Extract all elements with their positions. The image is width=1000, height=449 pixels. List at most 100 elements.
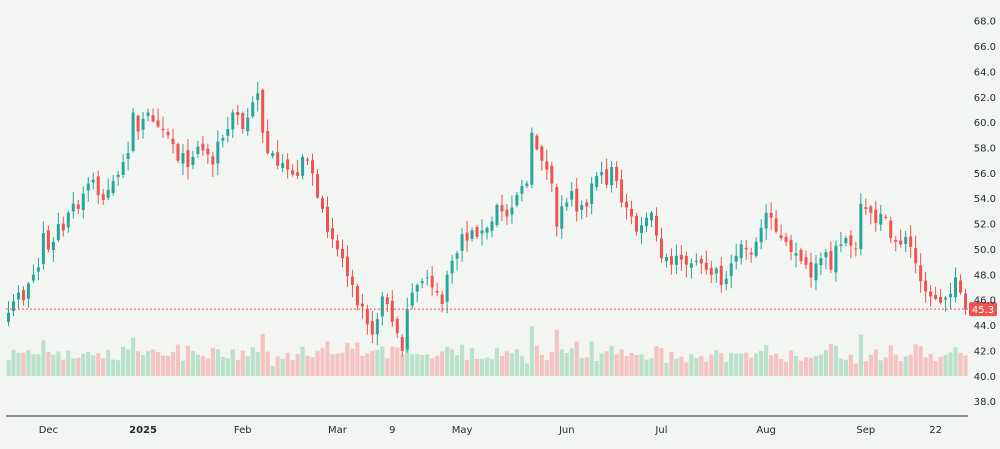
volume-bar <box>888 345 893 376</box>
candle-body <box>66 212 70 228</box>
candle-body <box>939 296 943 303</box>
time-tick-label: May <box>452 425 473 436</box>
candle-body <box>176 144 180 161</box>
price-tick-label: 60.0 <box>974 118 996 129</box>
candle-body <box>814 263 818 281</box>
candle-body <box>460 234 464 251</box>
candle-body <box>520 186 524 194</box>
volume-bar <box>270 365 275 376</box>
candle-body <box>360 303 364 307</box>
volume-bar <box>639 354 644 376</box>
volume-bar <box>126 349 131 376</box>
time-tick-label: Jul <box>654 425 667 436</box>
candle-body <box>849 235 853 246</box>
candle-body <box>181 153 185 164</box>
volume-bar <box>265 351 270 376</box>
volume-bar <box>579 358 584 376</box>
candle-body <box>470 230 474 239</box>
candle-body <box>475 226 479 237</box>
candle-body <box>286 159 290 170</box>
candle-body <box>804 257 808 265</box>
candle-body <box>311 160 315 174</box>
candle-body <box>420 281 424 284</box>
time-tick-label: Sep <box>856 425 875 436</box>
volume-bar <box>215 349 220 376</box>
price-tick-label: 40.0 <box>974 372 996 383</box>
volume-bar <box>898 361 903 376</box>
price-tick-label: 54.0 <box>974 194 996 205</box>
candle-body <box>615 166 619 181</box>
candle-body <box>744 247 748 250</box>
candle-body <box>684 256 688 265</box>
volume-bar <box>529 326 534 376</box>
volume-bar <box>375 349 380 376</box>
candle-body <box>370 321 374 335</box>
volume-bar <box>335 353 340 376</box>
candle-body <box>869 206 873 213</box>
candle-body <box>620 179 624 203</box>
volume-bar <box>131 337 136 376</box>
volume-bar <box>564 353 569 376</box>
candle-body <box>405 309 409 350</box>
volume-bar <box>803 357 809 376</box>
candle-body <box>704 262 708 270</box>
volume-bar <box>519 355 524 376</box>
volume-bar <box>719 352 724 376</box>
candle-body <box>819 258 823 266</box>
volume-bar <box>160 355 166 376</box>
volume-bar <box>86 351 91 376</box>
candle-body <box>330 228 334 240</box>
price-tick-label: 66.0 <box>974 42 996 53</box>
time-tick-label: 22 <box>929 425 942 436</box>
volume-bar <box>489 359 495 376</box>
candle-body <box>296 172 300 176</box>
volume-bar <box>76 357 81 376</box>
candle-body <box>654 215 658 236</box>
candle-body <box>166 132 170 136</box>
volume-bar <box>210 347 215 376</box>
candle-body <box>81 193 85 211</box>
volume-bar <box>494 348 500 376</box>
time-tick-label: 9 <box>389 425 395 436</box>
volume-bar <box>116 360 121 376</box>
volume-bar <box>694 357 699 376</box>
volume-bar <box>285 352 290 376</box>
candle-layer <box>7 81 967 357</box>
candle-body <box>844 238 848 244</box>
candle-body <box>450 260 454 274</box>
candle-body <box>455 253 459 259</box>
volume-bar <box>315 350 320 376</box>
candle-body <box>709 267 713 275</box>
candle-body <box>101 194 105 200</box>
time-tick-label: Aug <box>756 425 776 436</box>
volume-bar <box>614 354 619 376</box>
candle-body <box>365 308 369 325</box>
candle-body <box>754 241 758 256</box>
volume-bar <box>788 350 794 376</box>
volume-bar <box>774 353 779 376</box>
candle-body <box>41 232 45 265</box>
volume-bar <box>106 349 111 376</box>
volume-bar <box>749 357 754 376</box>
candle-body <box>789 239 793 252</box>
volume-bar <box>938 356 943 376</box>
last-price-badge <box>969 302 997 317</box>
volume-bar <box>963 355 968 376</box>
candle-body <box>824 251 828 258</box>
volume-bar <box>395 347 400 376</box>
volume-bar <box>818 354 824 376</box>
price-tick-label: 46.0 <box>974 296 996 307</box>
volume-bar <box>459 344 465 376</box>
candle-body <box>664 257 668 262</box>
price-tick-label: 42.0 <box>974 346 996 357</box>
candle-body <box>640 225 644 233</box>
volume-bar <box>754 353 759 376</box>
candle-body <box>321 198 325 209</box>
candle-body <box>659 238 663 259</box>
price-tick-label: 62.0 <box>974 93 996 104</box>
volume-bar <box>360 355 365 376</box>
volume-bar <box>739 353 744 376</box>
volume-bar <box>674 358 679 376</box>
volume-bar <box>380 346 385 376</box>
time-tick-label: 2025 <box>129 425 157 436</box>
